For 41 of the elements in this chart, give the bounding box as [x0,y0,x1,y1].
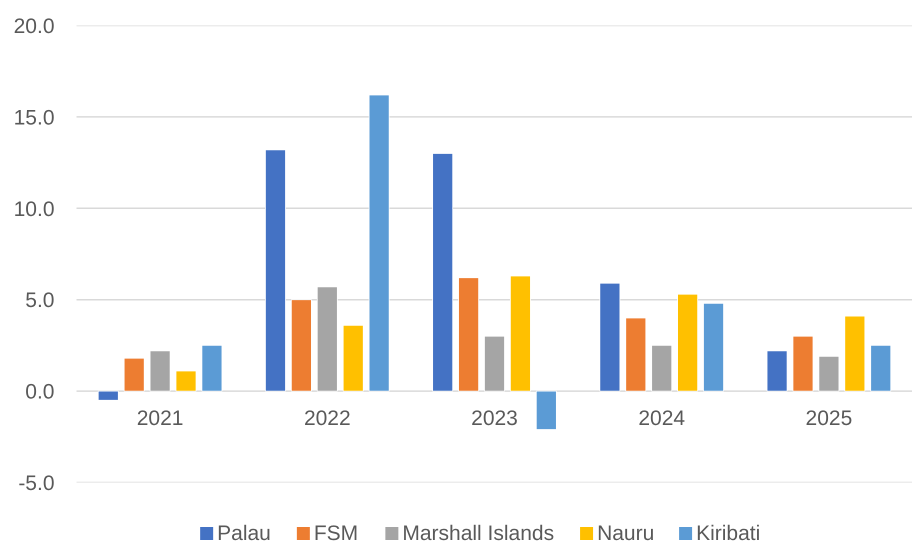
bar [625,318,646,392]
bar [368,94,390,392]
bar [536,390,557,430]
bar [124,358,145,392]
bar [342,324,364,392]
bar [265,149,286,392]
bar [290,299,312,392]
x-tick-label: 2022 [304,407,351,430]
bar [202,345,222,392]
y-tick-label: 5.0 [25,289,55,312]
legend-label: Kiribati [696,522,760,543]
bar [98,390,119,401]
x-tick-label: 2023 [471,407,518,430]
bar [176,370,196,392]
bar [316,286,338,392]
bar [150,350,171,392]
legend-label: Marshall Islands [402,522,554,543]
y-tick-label: 15.0 [14,106,55,130]
bar [599,282,620,392]
bar [870,345,892,392]
bar [703,302,724,392]
bar [458,277,480,392]
bar [792,336,814,392]
bar [651,345,672,392]
bar [510,276,531,392]
legend-label: Nauru [597,522,654,543]
y-tick-label: 20.0 [14,15,55,38]
bar [844,316,866,392]
bar [432,153,454,392]
bar [677,294,698,392]
bar [766,350,788,392]
x-tick-label: 2021 [136,407,184,430]
y-tick-label: 0.0 [25,380,55,404]
x-tick-label: 2024 [638,407,686,430]
y-tick-label: -5.0 [18,472,54,495]
bar [818,356,840,392]
bar [484,336,505,392]
x-tick-label: 2025 [806,407,852,430]
y-tick-label: 10.0 [14,198,55,221]
legend-label: FSM [314,522,358,543]
legend-label: Palau [217,522,271,543]
